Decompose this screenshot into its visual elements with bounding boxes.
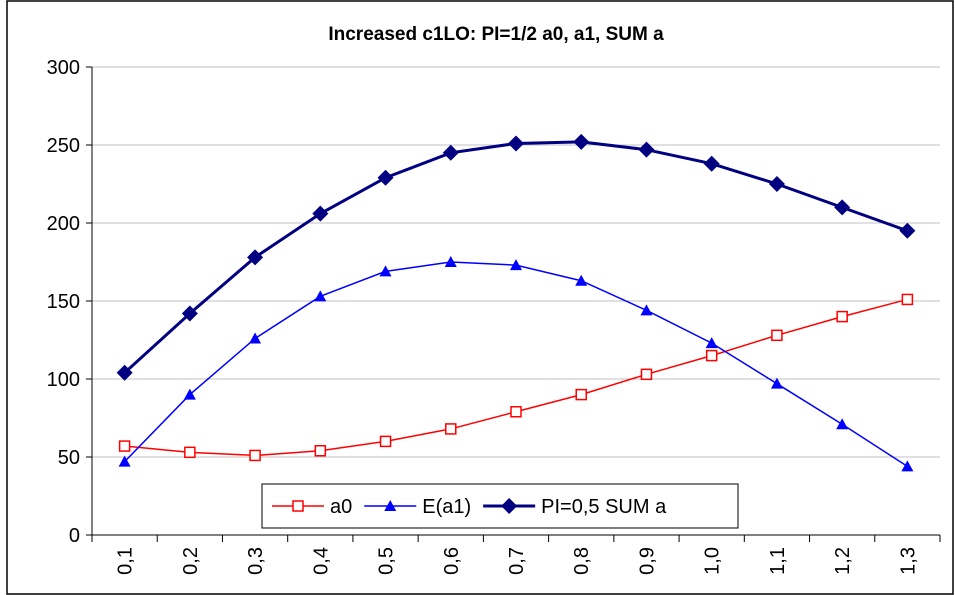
- y-tick-label: 100: [47, 369, 80, 391]
- marker: [292, 500, 304, 512]
- marker: [249, 449, 261, 462]
- x-tick-label: 0,2: [180, 547, 202, 575]
- marker: [379, 265, 392, 277]
- marker: [834, 199, 851, 216]
- marker: [116, 364, 133, 381]
- marker: [836, 310, 848, 323]
- marker: [901, 460, 914, 472]
- marker: [118, 440, 131, 452]
- marker: [377, 169, 394, 186]
- x-tick-label: 0,9: [636, 547, 658, 575]
- chart-title: Increased c1LO: PI=1/2 a0, a1, SUM a: [328, 24, 664, 45]
- x-tick-label: 0,6: [441, 547, 463, 575]
- marker: [640, 304, 653, 316]
- x-tick-label: 1,0: [702, 547, 724, 575]
- marker: [705, 349, 718, 362]
- marker: [442, 144, 459, 161]
- y-tick-label: 300: [47, 57, 80, 79]
- marker: [379, 435, 392, 448]
- marker: [181, 305, 198, 322]
- marker: [705, 337, 718, 349]
- marker: [314, 445, 327, 457]
- marker: [575, 388, 587, 401]
- marker: [573, 133, 590, 150]
- marker: [444, 256, 457, 267]
- x-tick-label: 0,4: [310, 547, 332, 575]
- y-tick-label: 50: [58, 447, 80, 469]
- marker: [640, 368, 653, 381]
- marker: [247, 249, 264, 266]
- x-tick-label: 0,1: [115, 547, 137, 575]
- marker: [703, 155, 720, 172]
- marker: [770, 377, 783, 389]
- y-tick-label: 250: [47, 135, 80, 157]
- marker: [899, 222, 916, 239]
- legend: a0 E(a1) PI=0,5 SUM a: [261, 483, 739, 529]
- marker: [768, 176, 785, 192]
- x-tick-label: 1,2: [832, 547, 854, 575]
- marker: [510, 259, 522, 271]
- marker: [510, 406, 522, 418]
- marker: [508, 135, 524, 152]
- legend-label: PI=0,5 SUM a: [541, 496, 667, 518]
- legend-label: E(a1): [422, 496, 471, 518]
- marker: [312, 205, 329, 222]
- legend-label: a0: [330, 496, 352, 518]
- marker: [249, 332, 262, 344]
- y-tick-label: 0: [69, 525, 80, 547]
- x-tick-label: 0,5: [376, 547, 398, 575]
- marker: [638, 141, 655, 158]
- y-tick-label: 200: [47, 213, 80, 235]
- x-tick-label: 0,3: [245, 547, 267, 575]
- marker: [384, 500, 397, 511]
- marker: [771, 329, 783, 342]
- marker: [836, 418, 849, 430]
- marker: [314, 290, 327, 302]
- marker: [183, 388, 196, 400]
- marker: [184, 446, 196, 459]
- marker: [501, 498, 518, 514]
- x-tick-label: 0,8: [571, 547, 593, 575]
- marker: [445, 423, 457, 435]
- x-tick-label: 1,3: [897, 547, 919, 575]
- y-tick-label: 150: [47, 291, 80, 313]
- marker: [901, 293, 914, 306]
- marker: [575, 274, 588, 286]
- x-tick-label: 1,1: [767, 547, 789, 575]
- marker: [118, 455, 131, 467]
- x-tick-label: 0,7: [506, 547, 528, 575]
